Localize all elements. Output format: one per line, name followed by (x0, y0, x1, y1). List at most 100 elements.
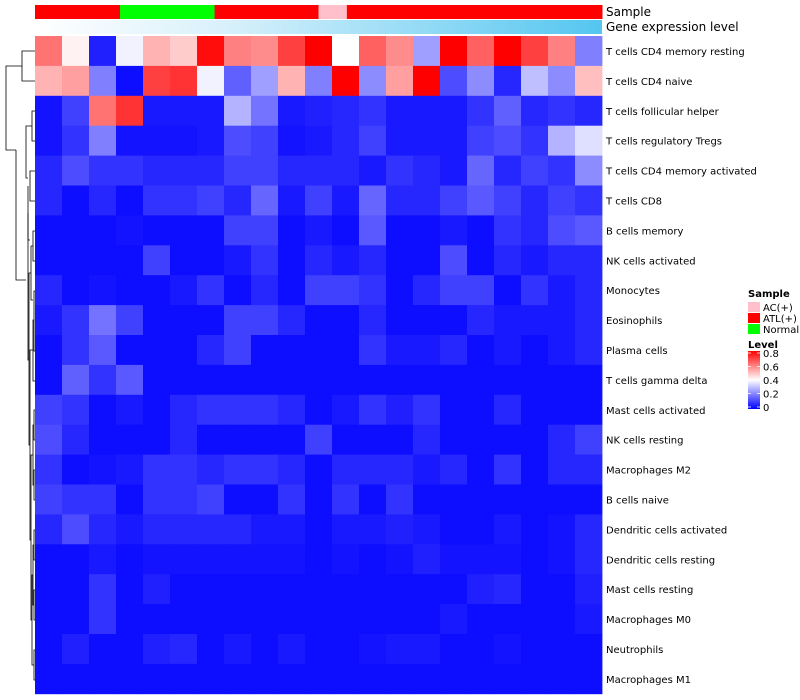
heatmap-cell (224, 335, 252, 366)
heatmap-cell (170, 484, 198, 515)
heatmap-cell (89, 65, 117, 97)
row-label: NK cells activated (606, 256, 696, 267)
heatmap-cell (89, 185, 117, 216)
heatmap-cell (467, 544, 495, 575)
heatmap-cell (35, 514, 63, 545)
heatmap-cell (89, 574, 117, 605)
heatmap-cell (143, 394, 171, 426)
heatmap-cell (197, 634, 225, 665)
heatmap-cell (35, 305, 63, 336)
dendrogram-branch (21, 50, 35, 82)
heatmap-cell (386, 454, 414, 485)
heatmap-cell (332, 155, 360, 186)
dendrogram-branch (32, 230, 35, 262)
heatmap-cell (413, 484, 441, 515)
heatmap-cell (521, 454, 549, 485)
heatmap-cell (467, 36, 495, 67)
heatmap-cell (251, 454, 279, 485)
heatmap-cell (494, 663, 522, 695)
heatmap-cell (521, 663, 549, 695)
heatmap-cell (575, 454, 603, 485)
heatmap-cell (440, 604, 468, 635)
heatmap-cell (251, 305, 279, 336)
heatmap-cell (197, 454, 225, 485)
heatmap-cell (224, 155, 252, 186)
heatmap-cell (440, 185, 468, 216)
sample-annotation-cell (214, 5, 225, 19)
heatmap-cell (413, 155, 441, 186)
sample-annotation-cell (479, 5, 490, 19)
heatmap-cell (575, 514, 603, 545)
heatmap-cell (170, 185, 198, 216)
heatmap-cell (305, 424, 333, 455)
row-label: T cells follicular helper (605, 107, 720, 118)
heatmap-cell (521, 484, 549, 515)
heatmap-cell (278, 305, 306, 336)
row-labels: T cells CD4 memory resting T cells CD4 na… (605, 47, 757, 686)
heatmap-cell (116, 125, 144, 156)
dendrogram-branch (33, 409, 35, 441)
heatmap-cell (386, 185, 414, 216)
heatmap-cell (521, 394, 549, 426)
sample-annotation-label: Sample (606, 5, 651, 19)
heatmap-cell (170, 454, 198, 485)
heatmap-cell (197, 215, 225, 246)
heatmap-cell (386, 36, 414, 67)
heatmap-cell (386, 484, 414, 515)
heatmap-cell (170, 125, 198, 156)
heatmap-cell (332, 663, 360, 695)
heatmap-cell (116, 394, 144, 426)
heatmap-cell (62, 275, 90, 306)
heatmap-cell (521, 604, 549, 635)
heatmap-cell (440, 65, 468, 97)
sample-annotation-cell (356, 5, 367, 19)
sample-annotation-cell (252, 5, 263, 19)
heatmap-cell (548, 36, 576, 67)
heatmap-cell (386, 514, 414, 545)
heatmap-cell (170, 36, 198, 67)
heatmap-cell (305, 245, 333, 276)
legend-sample-swatch (748, 313, 760, 323)
heatmap-cell (359, 335, 387, 366)
heatmap-cell (494, 245, 522, 276)
heatmap-cell (413, 335, 441, 366)
heatmap-cell (413, 424, 441, 455)
heatmap-cell (467, 125, 495, 156)
heatmap-cell (224, 663, 252, 695)
dendrogram-branch (25, 125, 32, 179)
sample-annotation-cell (564, 5, 575, 19)
heatmap-cell (467, 514, 495, 545)
heatmap-cell (62, 544, 90, 575)
dendrogram-branch (28, 272, 31, 446)
heatmap-cell (413, 245, 441, 276)
heatmap-cell (440, 394, 468, 426)
heatmap-cell (359, 95, 387, 127)
row-label: T cells CD4 naive (605, 77, 692, 88)
heatmap-cell (548, 544, 576, 575)
heatmap-cell (332, 125, 360, 156)
heatmap-cell (35, 604, 63, 635)
sample-annotation-cell (242, 5, 253, 19)
heatmap-cell (278, 185, 306, 216)
heatmap-cell (170, 275, 198, 306)
heatmap-cell (575, 604, 603, 635)
heatmap-cell (575, 484, 603, 515)
heatmap-cell (332, 574, 360, 605)
heatmap-cell (116, 484, 144, 515)
heatmap-cell (467, 394, 495, 426)
sample-annotation-cell (413, 5, 423, 19)
heatmap-cell (89, 125, 117, 156)
heatmap-cell (305, 125, 333, 156)
heatmap-cell (548, 155, 576, 186)
heatmap-cell (197, 484, 225, 515)
heatmap-cell (332, 364, 360, 396)
heatmap-cells (35, 36, 603, 695)
heatmap-cell (440, 424, 468, 455)
gene-level-annotation-label: Gene expression level (606, 20, 739, 34)
heatmap-cell (575, 574, 603, 605)
heatmap-cell (305, 484, 333, 515)
heatmap-cell (521, 275, 549, 306)
heatmap-cell (548, 604, 576, 635)
heatmap-cell (197, 604, 225, 635)
heatmap-cell (197, 155, 225, 186)
